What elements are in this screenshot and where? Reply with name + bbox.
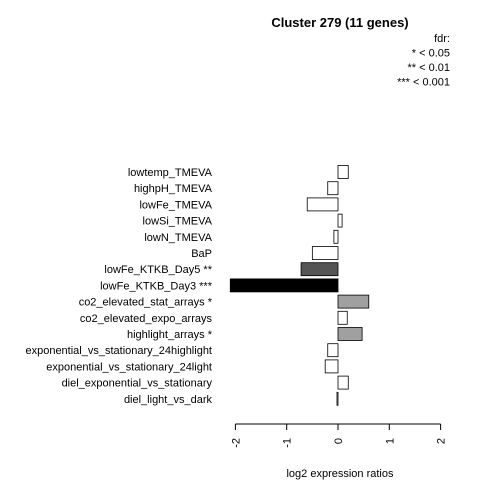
bar <box>337 327 363 341</box>
bar <box>327 343 339 358</box>
bar <box>337 294 370 309</box>
x-tick-label: -1 <box>282 438 294 448</box>
category-label: lowN_TMEVA <box>144 232 212 244</box>
bar <box>300 262 339 277</box>
category-label: exponential_vs_stationary_24highlight <box>25 345 212 357</box>
bar <box>306 197 339 212</box>
category-labels: lowtemp_TMEVA highpH_TMEVA lowFe_TMEVA lowS… <box>25 167 212 406</box>
bar <box>327 181 339 196</box>
bar <box>229 278 339 293</box>
bar <box>333 229 339 244</box>
legend-entry: fdr: <box>434 33 450 45</box>
bar <box>337 165 349 179</box>
fdr-legend: fdr: * < 0.05 ** < 0.01 *** < 0.001 <box>397 33 450 89</box>
category-label: highpH_TMEVA <box>134 183 213 195</box>
category-label: diel_light_vs_dark <box>124 394 213 406</box>
bar-series <box>229 165 370 406</box>
category-label: lowFe_TMEVA <box>139 199 212 211</box>
chart-title: Cluster 279 (11 genes) <box>271 15 408 30</box>
bar <box>337 213 343 228</box>
x-tick-label: 2 <box>436 438 448 444</box>
bar <box>337 375 349 390</box>
x-tick-label: 0 <box>333 438 345 444</box>
bar <box>311 246 339 260</box>
category-label: lowFe_KTKB_Day5 ** <box>104 264 212 276</box>
bar <box>324 359 339 374</box>
category-label: highlight_arrays * <box>127 329 213 341</box>
x-axis: -2 -1 0 1 2 <box>230 423 448 448</box>
category-label: exponential_vs_stationary_24light <box>46 361 212 373</box>
bar <box>337 310 348 325</box>
x-tick-label: 1 <box>384 438 396 444</box>
legend-entry: *** < 0.001 <box>397 77 450 89</box>
category-label: lowSi_TMEVA <box>143 216 213 228</box>
x-tick-label: -2 <box>230 438 242 448</box>
legend-entry: * < 0.05 <box>412 48 450 60</box>
category-label: lowtemp_TMEVA <box>128 167 213 179</box>
category-label: BaP <box>191 248 212 260</box>
category-label: co2_elevated_stat_arrays * <box>79 297 213 309</box>
category-label: lowFe_KTKB_Day3 *** <box>100 280 213 292</box>
legend-entry: ** < 0.01 <box>407 62 450 74</box>
category-label: co2_elevated_expo_arrays <box>80 313 213 325</box>
bar <box>336 391 339 406</box>
category-label: diel_exponential_vs_stationary <box>62 378 213 390</box>
x-axis-label: log2 expression ratios <box>286 468 394 480</box>
